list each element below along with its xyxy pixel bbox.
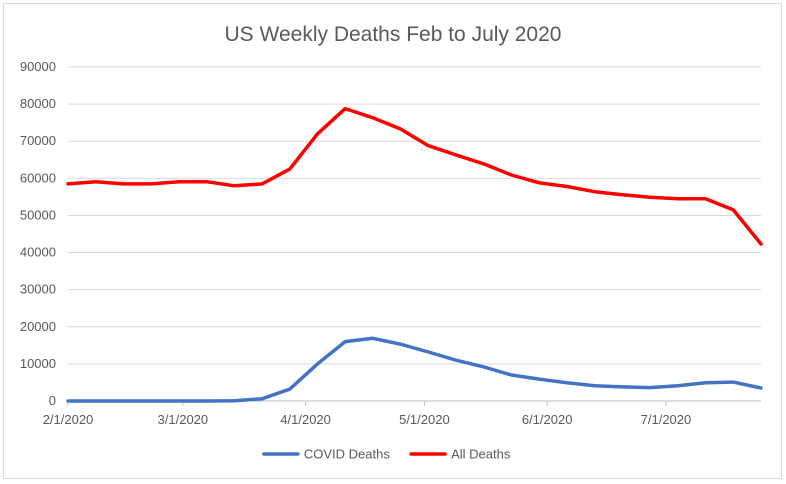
y-tick-label: 50000 [20, 207, 56, 222]
axes: 0 10000 20000 30000 40000 50000 60000 70000 8000… [20, 59, 761, 427]
y-tick-label: 70000 [20, 133, 56, 148]
x-tick-label: 2/1/2020 [43, 412, 94, 427]
y-tick-label: 10000 [20, 356, 56, 371]
x-tick-label: 4/1/2020 [280, 412, 331, 427]
y-tick-label: 90000 [20, 59, 56, 74]
gridlines [68, 66, 761, 365]
x-tick-label: 7/1/2020 [641, 412, 692, 427]
series-line-covid-deaths [66, 336, 763, 403]
x-tick-label: 5/1/2020 [399, 412, 450, 427]
y-tick-label: 80000 [20, 96, 56, 111]
series-lines [66, 106, 763, 403]
y-tick-label: 60000 [20, 170, 56, 185]
line-chart: US Weekly Deaths Feb to July 2020 0 10000… [20, 23, 763, 462]
chart-area: US Weekly Deaths Feb to July 2020 0 10000… [3, 3, 782, 479]
y-tick-label: 20000 [20, 319, 56, 334]
y-tick-label: 30000 [20, 282, 56, 297]
y-tick-label: 0 [49, 393, 56, 408]
legend-label-all-deaths: All Deaths [451, 447, 511, 462]
legend: COVID Deaths All Deaths [262, 447, 511, 462]
x-tick-label: 6/1/2020 [522, 412, 573, 427]
x-tick-label: 3/1/2020 [158, 412, 209, 427]
series-line-all-deaths [66, 106, 763, 246]
y-tick-label: 40000 [20, 245, 56, 260]
chart-title: US Weekly Deaths Feb to July 2020 [225, 23, 562, 46]
legend-label-covid-deaths: COVID Deaths [304, 447, 390, 462]
